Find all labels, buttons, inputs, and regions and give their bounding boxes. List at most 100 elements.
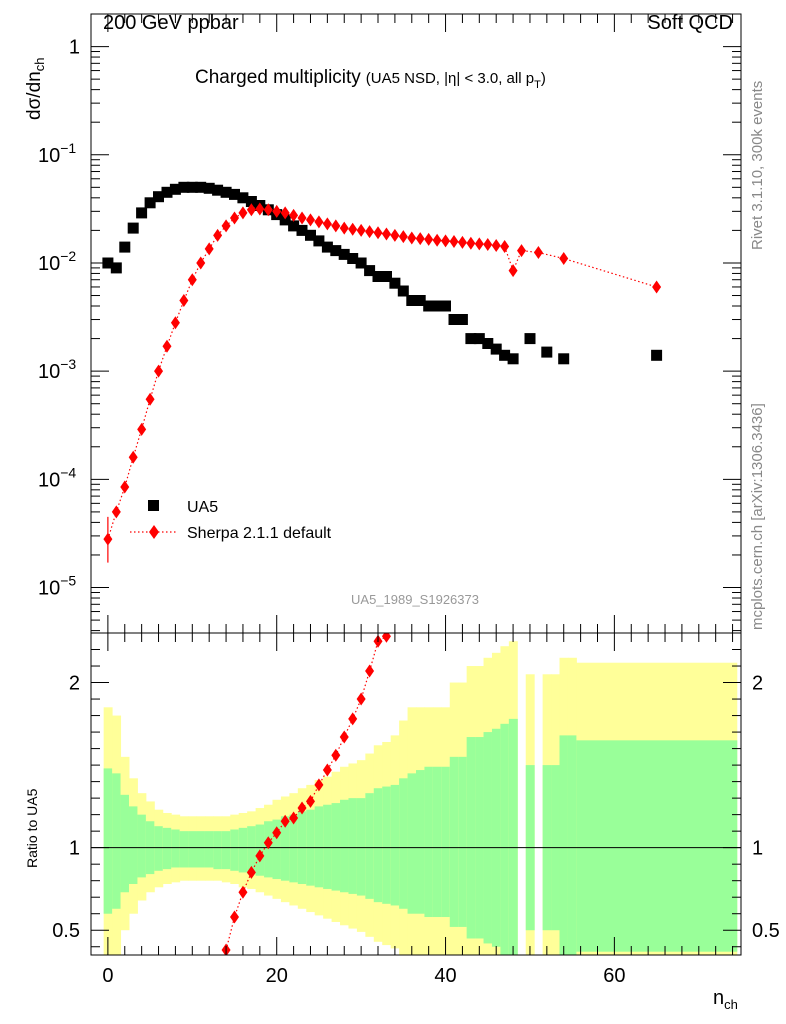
band-inner: [179, 831, 189, 868]
ratio-point: [365, 664, 375, 678]
sherpa-point: [339, 221, 349, 235]
ratio-point: [297, 801, 307, 815]
band-inner: [323, 804, 333, 889]
ua5-point: [119, 241, 131, 253]
sherpa-point: [398, 230, 408, 244]
sherpa-point: [289, 208, 299, 222]
ua5-point: [212, 184, 224, 196]
sherpa-point: [170, 316, 180, 330]
sherpa-point: [390, 228, 400, 242]
ua5-point: [490, 343, 502, 355]
ua5-point: [153, 191, 164, 203]
ratio-ylabel: Ratio to UA5: [24, 788, 40, 868]
ua5-point: [127, 222, 139, 234]
ratio-plot-area: [91, 633, 741, 955]
ua5-point: [186, 181, 198, 193]
ua5-point: [355, 257, 367, 269]
ratio-point: [314, 778, 324, 792]
ua5-point: [169, 183, 181, 195]
ratio-point: [305, 794, 315, 808]
sherpa-point: [213, 228, 223, 242]
band-inner: [466, 737, 476, 939]
sherpa-point: [491, 238, 501, 252]
ua5-point: [414, 295, 426, 306]
ratio-point: [331, 748, 341, 762]
band-inner: [289, 814, 299, 883]
sherpa-point: [432, 233, 442, 247]
band-inner: [162, 827, 172, 870]
band-inner: [491, 728, 501, 947]
sherpa-point: [415, 232, 425, 246]
band-inner: [576, 740, 738, 952]
band-inner: [171, 829, 181, 868]
sherpa-point: [331, 219, 341, 233]
ratio-y-tick-label-right: 1: [752, 838, 763, 860]
band-inner: [340, 799, 349, 893]
ratio-point: [339, 730, 349, 744]
ratio-point: [322, 763, 332, 777]
ua5-point: [347, 253, 359, 264]
band-inner: [382, 786, 392, 904]
ratio-point: [381, 633, 391, 643]
band-inner: [458, 756, 468, 927]
sherpa-point: [221, 219, 231, 233]
legend-label-sherpa: Sherpa 2.1.1 default: [187, 525, 332, 542]
analysis-id: UA5_1989_S1926373: [351, 592, 479, 607]
ratio-point: [356, 692, 366, 706]
band-inner: [424, 766, 434, 918]
ratio-frame-rect: [90, 632, 742, 956]
ua5-point: [499, 349, 511, 361]
x-tick-label: 40: [434, 965, 456, 987]
rivet-label: Rivet 3.1.10, 300k events: [749, 81, 766, 250]
ratio-point: [272, 826, 282, 840]
ua5-point: [465, 333, 477, 345]
ua5-point: [473, 333, 485, 345]
band-inner: [221, 831, 231, 870]
ratio-y-tick-label-left: 0.5: [52, 920, 80, 942]
sherpa-point: [356, 223, 366, 237]
ua5-point: [321, 241, 333, 253]
ua5-point: [448, 314, 460, 325]
legend-marker-ua5: [148, 500, 159, 511]
ua5-point: [423, 300, 435, 312]
x-tick-label: 60: [603, 965, 625, 987]
mcplots-label: mcplots.cern.ch [arXiv:1306.3436]: [749, 403, 766, 630]
ua5-point: [195, 181, 207, 193]
x-tick-label: 0: [102, 965, 113, 987]
main-y-tick-label: 10−2: [38, 248, 76, 275]
band-inner: [230, 829, 240, 871]
ratio-y-tick-label-right: 0.5: [752, 920, 780, 942]
band-inner: [213, 831, 223, 870]
ua5-point: [161, 186, 173, 198]
sherpa-point: [424, 232, 434, 246]
ua5-point: [507, 353, 519, 365]
sherpa-point: [272, 204, 282, 218]
band-inner: [390, 784, 400, 906]
ua5-point: [381, 271, 392, 282]
ua5-point: [456, 314, 468, 325]
ua5-point: [296, 224, 308, 236]
sherpa-point: [508, 264, 518, 278]
ratio-y-tick-label-left: 2: [69, 673, 80, 695]
ua5-point: [330, 245, 342, 257]
sherpa-point: [305, 213, 315, 227]
sherpa-point: [297, 211, 307, 225]
band-inner: [128, 806, 138, 884]
ua5-point: [237, 192, 249, 204]
ratio-point: [246, 865, 256, 879]
band-inner: [416, 770, 425, 914]
ratio-y-tick-label-left: 1: [69, 838, 80, 860]
band-inner: [441, 766, 451, 918]
band-inner: [508, 718, 518, 955]
ratio-point: [263, 836, 273, 850]
legend-marker-sherpa: [149, 525, 159, 539]
ua5-point: [305, 229, 316, 241]
band-inner: [272, 819, 282, 880]
main-panel: 1 10−1 10−2 10−3 10−4 10−5: [38, 13, 742, 634]
band-inner: [196, 831, 206, 868]
band-inner: [280, 816, 290, 881]
ua5-point: [482, 338, 494, 349]
sherpa-point: [196, 256, 206, 270]
band-inner: [500, 723, 510, 955]
